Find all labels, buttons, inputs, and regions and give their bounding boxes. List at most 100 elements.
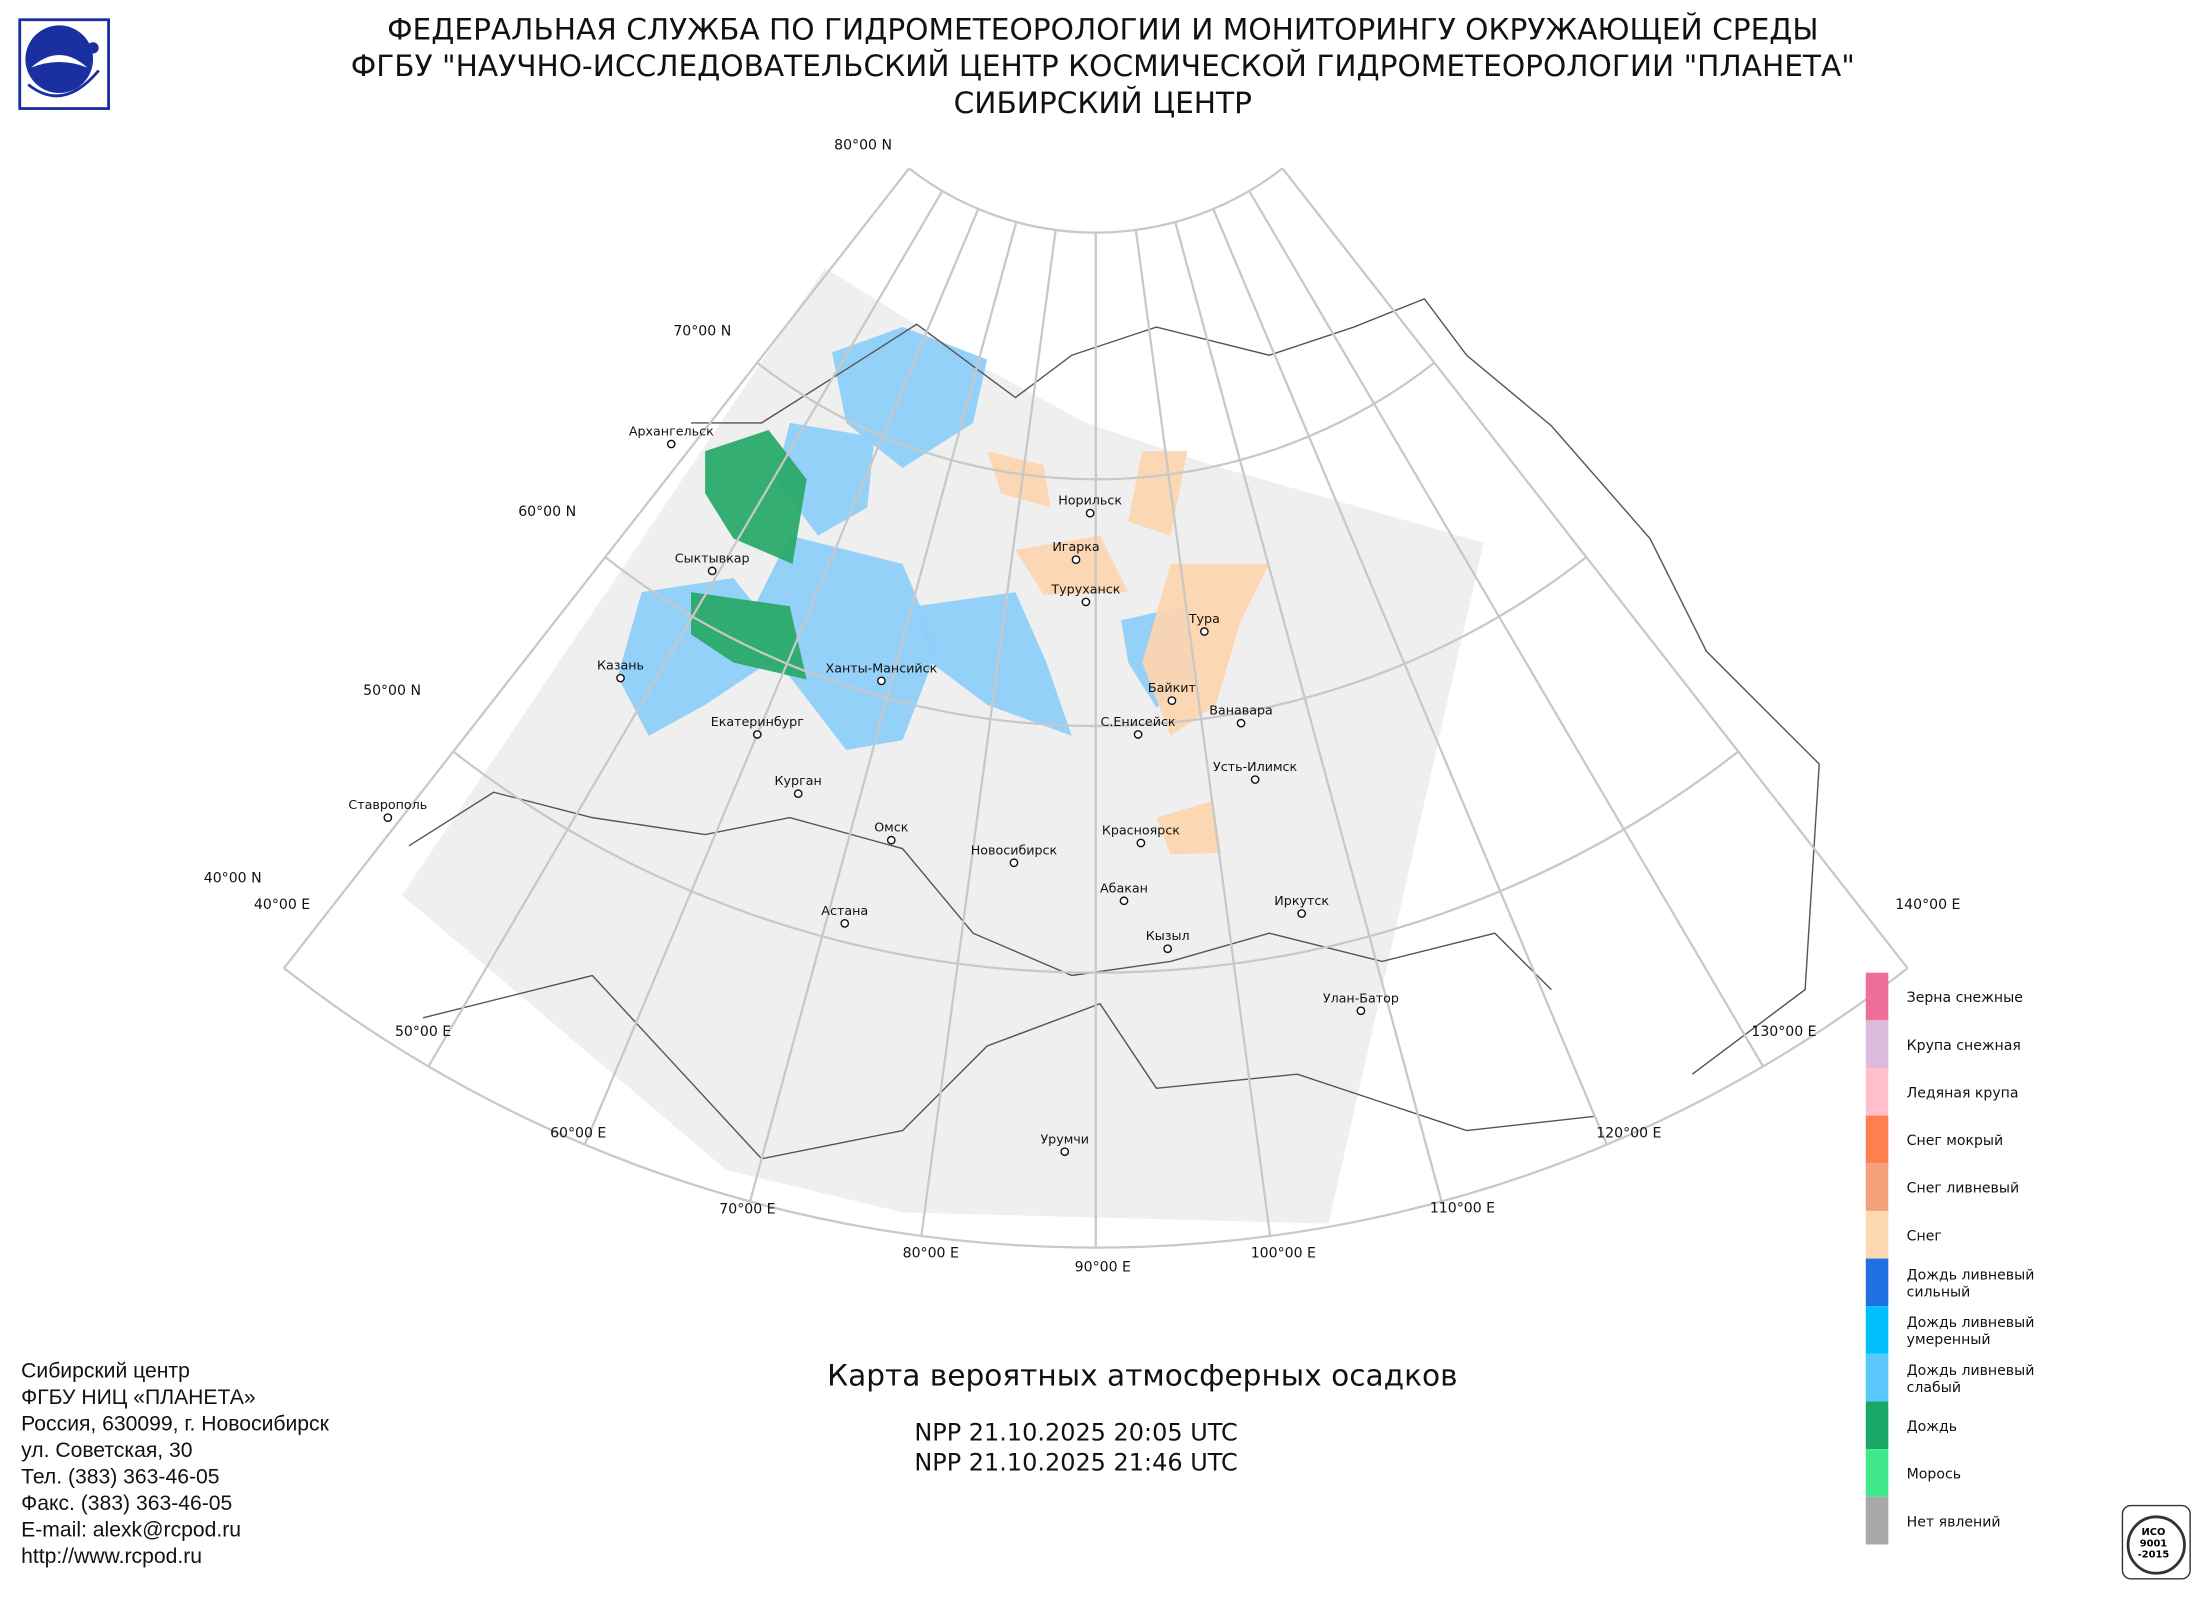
city-label: Ставрополь xyxy=(348,797,427,812)
lon-label: 130°00 E xyxy=(1751,1024,1816,1040)
city-label: Норильск xyxy=(1058,493,1122,508)
precipitation-area xyxy=(1156,800,1222,855)
legend-swatch xyxy=(1865,1496,1889,1545)
legend-label: слабый xyxy=(1907,1380,1961,1396)
header-line: ФГБУ "НАУЧНО-ИССЛЕДОВАТЕЛЬСКИЙ ЦЕНТР КОС… xyxy=(351,48,1855,83)
city-marker xyxy=(1297,909,1307,918)
lon-label: 70°00 E xyxy=(719,1202,775,1218)
lat-label: 60°00 N xyxy=(518,504,576,520)
city-marker xyxy=(886,835,896,845)
lon-label: 40°00 E xyxy=(254,897,310,913)
city-marker xyxy=(1085,508,1095,518)
city-label: Казань xyxy=(597,658,644,673)
city-label: Красноярск xyxy=(1102,823,1180,838)
footer: Сибирский центр ФГБУ НИЦ «ПЛАНЕТА» Россия,… xyxy=(21,1359,1457,1568)
city-marker xyxy=(1060,1147,1070,1157)
lon-label: 140°00 E xyxy=(1895,897,1960,913)
city-label: Ванавара xyxy=(1209,703,1273,718)
pass-time: NPP 21.10.2025 21:46 UTC xyxy=(914,1448,1237,1476)
meridian xyxy=(427,190,944,1067)
city-label: Туруханск xyxy=(1050,581,1120,596)
header-line: СИБИРСКИЙ ЦЕНТР xyxy=(954,85,1252,120)
lat-label: 70°00 N xyxy=(673,324,731,340)
pass-time: NPP 21.10.2025 20:05 UTC xyxy=(914,1419,1237,1447)
legend-swatch xyxy=(1865,972,1889,1021)
city-marker xyxy=(877,676,886,686)
city-label: Ханты-Мансийск xyxy=(826,660,938,675)
precipitation-area xyxy=(691,592,807,680)
lon-label: 110°00 E xyxy=(1430,1200,1495,1216)
lon-label: 90°00 E xyxy=(1075,1260,1131,1276)
border-line xyxy=(422,974,1594,1160)
lat-label: 40°00 N xyxy=(204,870,262,886)
city-marker xyxy=(1081,597,1091,607)
city-marker xyxy=(1250,775,1260,784)
border-line xyxy=(408,791,1552,991)
legend-label: Ледяная крупа xyxy=(1907,1085,2019,1101)
lat-label: 50°00 N xyxy=(363,683,421,699)
precipitation-area xyxy=(832,327,988,469)
city-marker xyxy=(1071,555,1081,565)
legend-swatch xyxy=(1865,1020,1889,1068)
meridian xyxy=(1174,221,1443,1202)
legend-swatch xyxy=(1865,1210,1889,1259)
contact-line: E-mail: alexk@rcpod.ru xyxy=(21,1518,241,1541)
city-label: Урумчи xyxy=(1040,1131,1089,1146)
legend-label: Дождь ливневый xyxy=(1907,1268,2035,1284)
map-title: Карта вероятных атмосферных осадков xyxy=(827,1359,1457,1393)
contact-line: Факс. (383) 363-46-05 xyxy=(21,1492,232,1515)
meridian xyxy=(1212,208,1608,1146)
precipitation-area xyxy=(1128,451,1188,536)
city-label: Сыктывкар xyxy=(675,550,750,565)
city-label: Иркутск xyxy=(1274,893,1329,908)
city-label: Курган xyxy=(775,773,822,788)
legend-label: Морось xyxy=(1907,1467,1961,1483)
city-marker xyxy=(752,730,762,739)
city-marker xyxy=(1009,858,1019,868)
parallel xyxy=(908,167,1284,234)
legend-swatch xyxy=(1865,1258,1889,1307)
legend-label: умеренный xyxy=(1907,1332,1991,1348)
legend-swatch xyxy=(1865,1067,1889,1116)
legend-label: Нет явлений xyxy=(1907,1514,2001,1530)
precipitation-area xyxy=(1142,563,1270,736)
legend-swatch xyxy=(1865,1401,1889,1450)
city-marker xyxy=(1136,838,1146,848)
lon-label: 60°00 E xyxy=(550,1126,606,1142)
city-marker xyxy=(1119,896,1129,906)
city-marker xyxy=(616,673,625,683)
legend-swatch xyxy=(1865,1353,1889,1402)
city-label: Архангельск xyxy=(629,424,714,439)
legend-label: Зерна снежные xyxy=(1907,990,2023,1006)
meridian xyxy=(920,229,1057,1237)
city-label: Екатеринбург xyxy=(711,714,805,729)
city-marker xyxy=(793,789,803,799)
meridian xyxy=(1134,229,1272,1237)
contact-line: Россия, 630099, г. Новосибирск xyxy=(21,1412,329,1435)
precipitation-area xyxy=(987,451,1051,508)
city-label: Байкит xyxy=(1148,680,1197,695)
precipitation-area xyxy=(1015,535,1129,595)
border-line xyxy=(691,297,1820,1075)
legend-swatch xyxy=(1865,1163,1889,1211)
city-marker xyxy=(840,918,850,928)
lon-label: 50°00 E xyxy=(395,1024,451,1040)
meridian xyxy=(1281,167,1909,969)
city-label: Тура xyxy=(1188,611,1220,626)
city-marker xyxy=(1133,730,1143,739)
map: 80°00 N 70°00 N 60°00 N 50°00 N 40°00 N 40°00… xyxy=(204,137,1961,1275)
city-label: Астана xyxy=(821,903,868,918)
legend-label: Дождь xyxy=(1907,1419,1957,1435)
iso-text: -2015 xyxy=(2138,1550,2170,1561)
iso-text: 9001 xyxy=(2140,1538,2168,1549)
meridian xyxy=(283,167,910,969)
city-marker xyxy=(707,566,717,576)
legend-swatch xyxy=(1865,1306,1889,1354)
legend-swatch xyxy=(1865,1115,1889,1164)
iso-badge xyxy=(2121,1504,2191,1580)
header-line: ФЕДЕРАЛЬНАЯ СЛУЖБА ПО ГИДРОМЕТЕОРОЛОГИИ … xyxy=(387,11,1818,46)
city-label: Омск xyxy=(874,820,909,835)
city-label: Кызыл xyxy=(1146,928,1190,943)
